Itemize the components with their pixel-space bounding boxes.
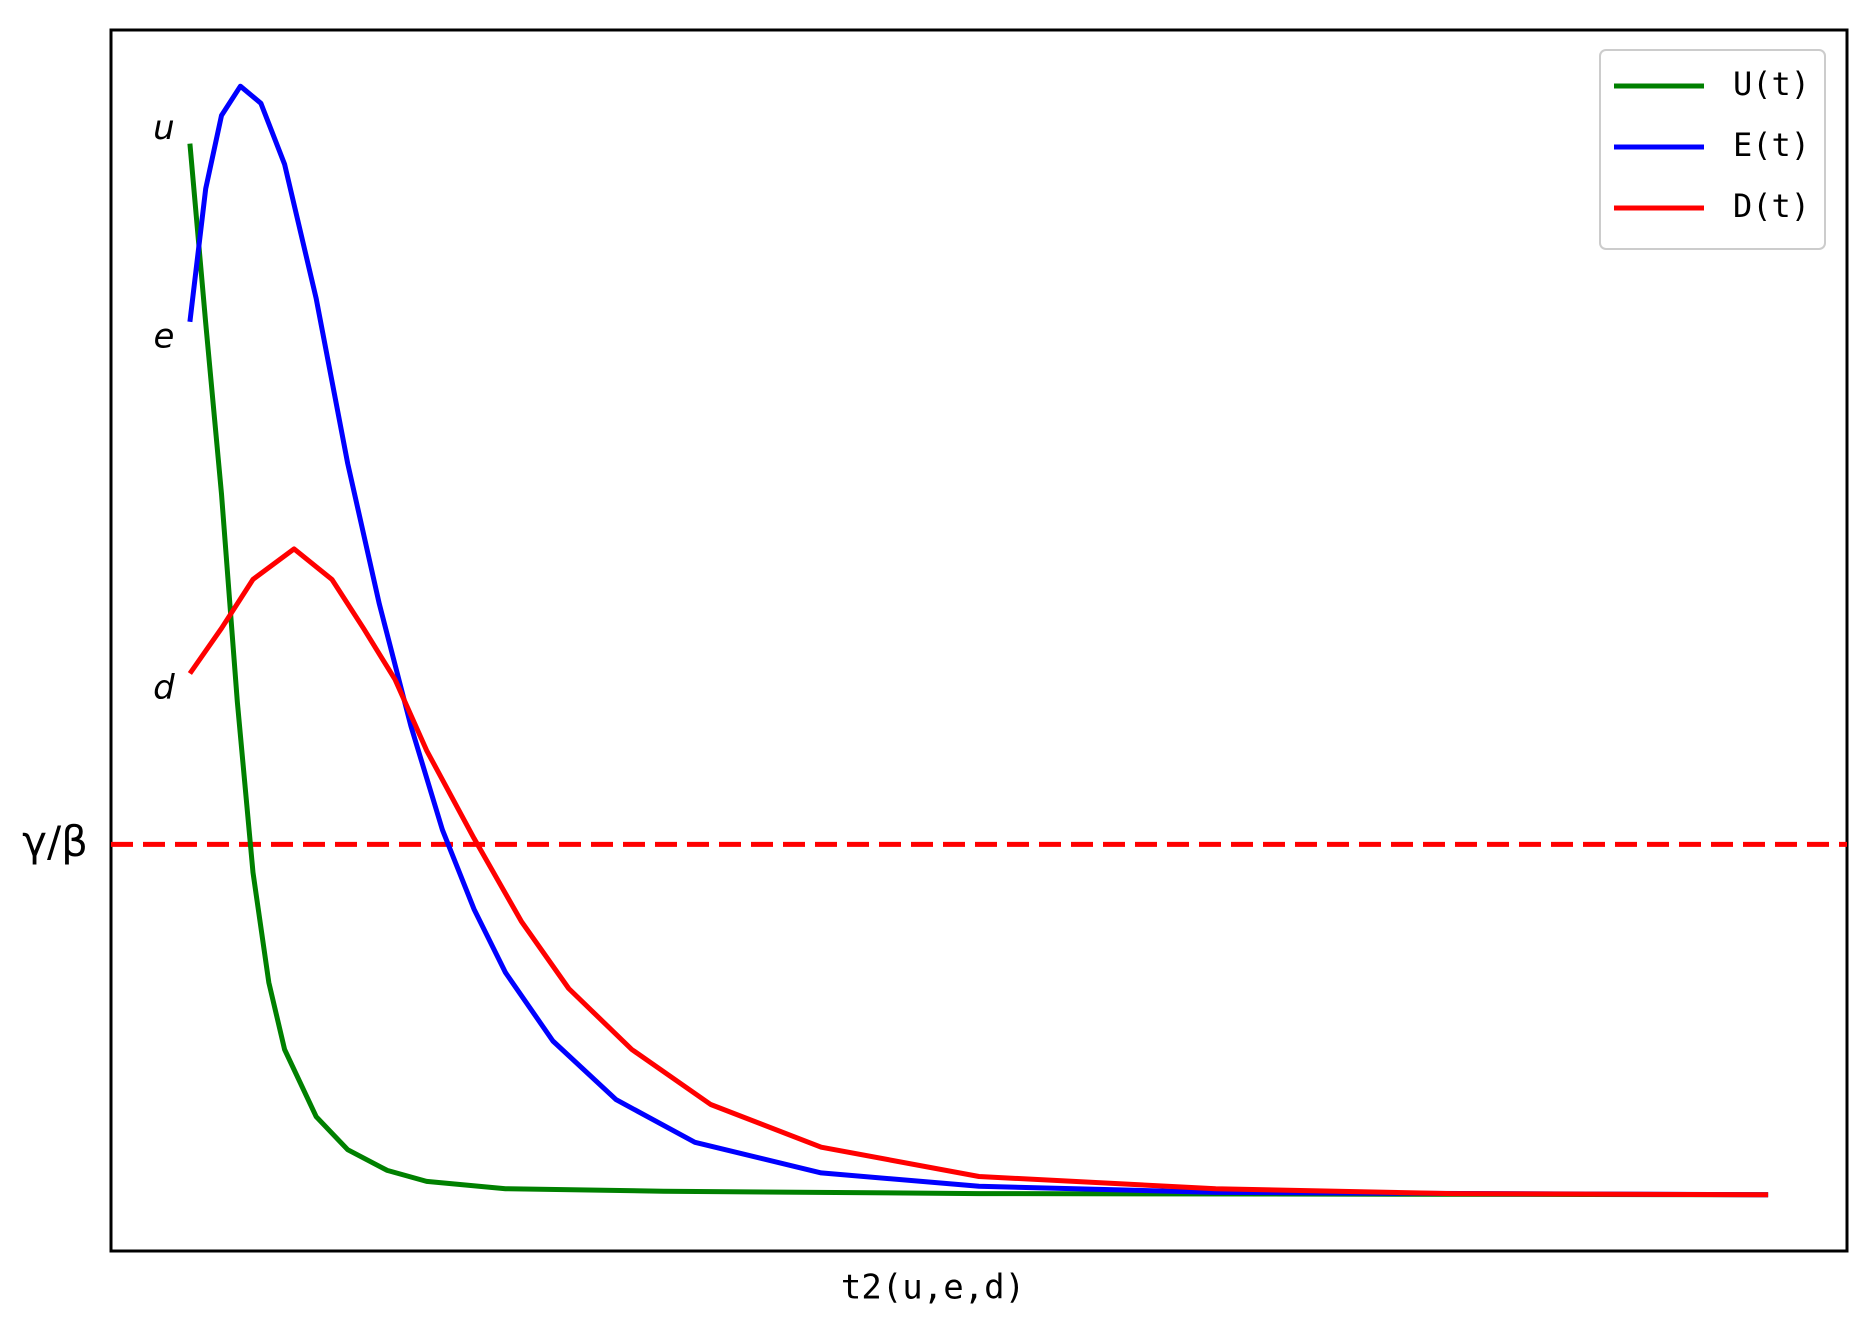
series-line	[187, 546, 1769, 1198]
y-tick-label: γ/β	[22, 817, 88, 866]
plot-frame	[109, 28, 1849, 1253]
legend-label: D(t)	[1733, 187, 1810, 225]
series-line	[187, 143, 1769, 1198]
series-line	[187, 83, 1769, 1198]
legend: U(t) E(t) D(t)	[1599, 49, 1826, 250]
curve-label: u	[153, 108, 175, 148]
curve-label: d	[153, 668, 175, 708]
curve-label: e	[153, 316, 174, 356]
legend-label: E(t)	[1733, 126, 1810, 164]
legend-box	[1599, 49, 1826, 250]
legend-label: U(t)	[1733, 65, 1810, 103]
x-axis-label: t2(u,e,d)	[841, 1268, 1025, 1308]
